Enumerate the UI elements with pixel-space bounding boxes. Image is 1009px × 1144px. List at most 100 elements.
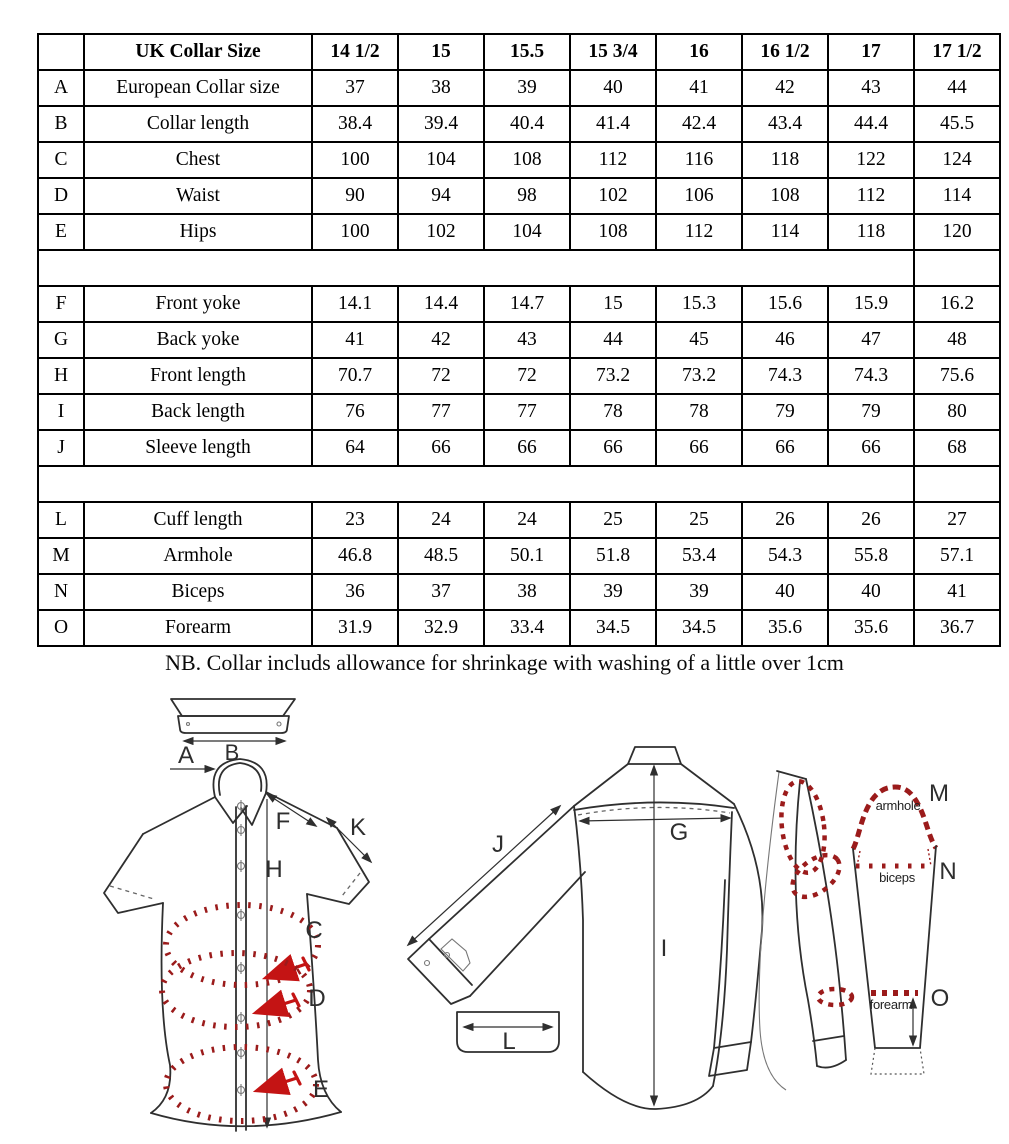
value-cell: 39 [483, 69, 571, 107]
value-cell: 66 [483, 429, 571, 467]
value-cell: 45 [655, 321, 743, 359]
row-key-cell: O [37, 609, 85, 647]
row-label-cell: Biceps [83, 573, 313, 611]
shirt-back-diagram: G I J L [406, 746, 764, 1110]
value-cell: 90 [311, 177, 399, 215]
row-label-cell: Cuff length [83, 501, 313, 539]
value-cell: 70.7 [311, 357, 399, 395]
value-cell: 77 [483, 393, 571, 431]
spacer-cell-last [913, 465, 1001, 503]
row-key-cell: I [37, 393, 85, 431]
cuff-detail-drawing [456, 1011, 560, 1053]
value-cell: 26 [827, 501, 915, 539]
value-cell: 37 [311, 69, 399, 107]
row-key-cell: A [37, 69, 85, 107]
value-cell: 31.9 [311, 609, 399, 647]
value-cell: 39 [569, 573, 657, 611]
value-cell: 41.4 [569, 105, 657, 143]
value-cell: 78 [655, 393, 743, 431]
value-cell: 102 [569, 177, 657, 215]
value-cell: 66 [397, 429, 485, 467]
value-cell: 15.6 [741, 285, 829, 323]
value-cell: 124 [913, 141, 1001, 179]
label-D: D [308, 985, 325, 1012]
row-label-cell: Collar length [83, 105, 313, 143]
value-cell: 54.3 [741, 537, 829, 575]
value-cell: 44.4 [827, 105, 915, 143]
shirt-measurement-diagrams: B A [103, 698, 957, 1132]
size-chart-table: UK Collar Size 14 1/2 15 15.5 15 3/4 16 16 1/2… [37, 33, 1001, 647]
value-cell: 64 [311, 429, 399, 467]
chest-measure-ellipse [163, 902, 321, 988]
label-J: J [492, 831, 504, 858]
value-cell: 114 [741, 213, 829, 251]
label-H: H [265, 856, 282, 883]
value-cell: 80 [913, 393, 1001, 431]
value-cell: 15.3 [655, 285, 743, 323]
row-key-cell: B [37, 105, 85, 143]
row-key-cell: M [37, 537, 85, 575]
value-cell: 68 [913, 429, 1001, 467]
value-cell: 33.4 [483, 609, 571, 647]
value-cell: 35.6 [827, 609, 915, 647]
value-cell: 35.6 [741, 609, 829, 647]
value-cell: 32.9 [397, 609, 485, 647]
value-cell: 40 [569, 69, 657, 107]
label-F: F [276, 808, 291, 835]
value-cell: 118 [741, 141, 829, 179]
row-label-cell: Front length [83, 357, 313, 395]
value-cell: 42 [397, 321, 485, 359]
value-cell: 108 [569, 213, 657, 251]
value-cell: 42.4 [655, 105, 743, 143]
annotation-forearm: forearm [870, 997, 913, 1012]
waist-measure-ellipse [159, 950, 313, 1030]
value-cell: 118 [827, 213, 915, 251]
row-key-cell: E [37, 213, 85, 251]
label-L: L [502, 1028, 515, 1055]
value-cell: 55.8 [827, 537, 915, 575]
value-cell: 34.5 [569, 609, 657, 647]
value-cell: 100 [311, 141, 399, 179]
sleeve-pattern-diagram: armhole biceps forearm M N O [758, 770, 957, 1091]
value-cell: 122 [827, 141, 915, 179]
value-cell: 14.7 [483, 285, 571, 323]
value-cell: 43.4 [741, 105, 829, 143]
value-cell: 24 [483, 501, 571, 539]
row-key-cell: J [37, 429, 85, 467]
value-cell: 120 [913, 213, 1001, 251]
value-cell: 24 [397, 501, 485, 539]
value-cell: 45.5 [913, 105, 1001, 143]
row-label-cell: Chest [83, 141, 313, 179]
folded-sleeve-outline [758, 770, 855, 1091]
annotation-biceps: biceps [879, 870, 916, 885]
spacer-cell [37, 249, 915, 287]
header-size-cell: 16 [655, 33, 743, 71]
row-label-cell: Back yoke [83, 321, 313, 359]
value-cell: 39 [655, 573, 743, 611]
value-cell: 38 [397, 69, 485, 107]
label-K: K [350, 814, 366, 841]
value-cell: 36 [311, 573, 399, 611]
value-cell: 25 [655, 501, 743, 539]
value-cell: 98 [483, 177, 571, 215]
row-key-cell: G [37, 321, 85, 359]
value-cell: 37 [397, 573, 485, 611]
value-cell: 38.4 [311, 105, 399, 143]
row-key-cell: N [37, 573, 85, 611]
label-I: I [661, 935, 668, 962]
value-cell: 26 [741, 501, 829, 539]
header-size-cell: 14 1/2 [311, 33, 399, 71]
value-cell: 23 [311, 501, 399, 539]
value-cell: 53.4 [655, 537, 743, 575]
value-cell: 104 [483, 213, 571, 251]
value-cell: 40 [741, 573, 829, 611]
row-label-cell: Back length [83, 393, 313, 431]
value-cell: 41 [655, 69, 743, 107]
value-cell: 79 [741, 393, 829, 431]
value-cell: 78 [569, 393, 657, 431]
value-cell: 116 [655, 141, 743, 179]
label-O: O [931, 985, 950, 1012]
header-size-cell: 17 1/2 [913, 33, 1001, 71]
value-cell: 46 [741, 321, 829, 359]
label-G: G [670, 819, 689, 846]
